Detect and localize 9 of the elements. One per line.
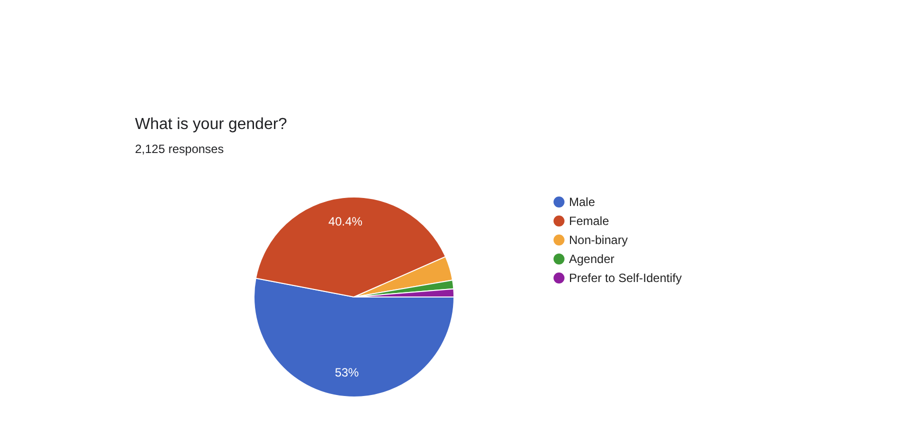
- legend-label: Agender: [569, 252, 614, 266]
- chart-subtitle: 2,125 responses: [135, 142, 224, 156]
- data-label: 53%: [334, 366, 360, 380]
- legend-label: Non-binary: [569, 233, 628, 247]
- legend-label: Male: [569, 195, 596, 209]
- data-label: 40.4%: [328, 214, 363, 228]
- chart-title: What is your gender?: [135, 116, 288, 133]
- legend-label: Prefer to Self-Identify: [569, 271, 682, 285]
- legend-label: Female: [569, 214, 610, 228]
